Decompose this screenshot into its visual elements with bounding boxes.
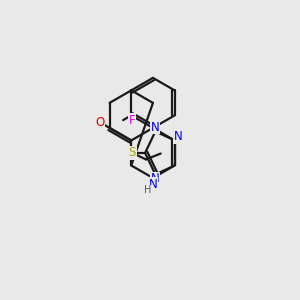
Text: N: N xyxy=(151,121,160,134)
Text: N: N xyxy=(174,130,182,143)
Text: S: S xyxy=(129,146,136,159)
Text: O: O xyxy=(95,116,104,129)
Text: N: N xyxy=(151,172,160,185)
Text: F: F xyxy=(128,114,135,127)
Text: N: N xyxy=(148,178,157,191)
Text: H: H xyxy=(144,185,151,195)
